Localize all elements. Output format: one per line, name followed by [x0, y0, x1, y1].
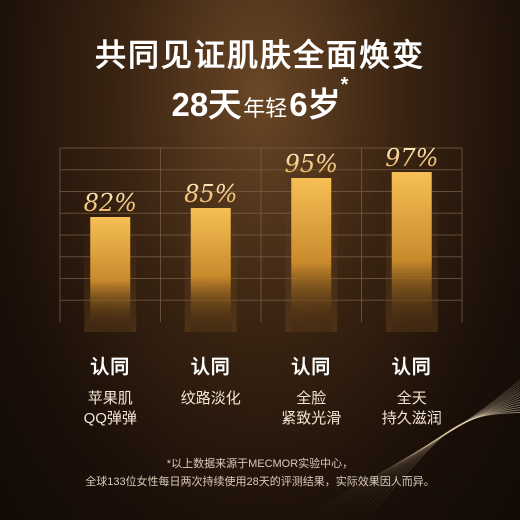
subheadline: 28天年轻6岁* [0, 74, 520, 126]
subheadline-days: 28天 [171, 86, 242, 123]
caption-desc-line2: QQ弹弹 [83, 410, 137, 427]
value-label-2: 85% [184, 180, 237, 208]
caption-desc: 全天 持久滋润 [357, 389, 467, 429]
headline: 共同见证肌肤全面焕变 [95, 38, 425, 73]
bar-4 [391, 172, 432, 332]
caption-head: 认同 [90, 357, 131, 378]
caption-head: 认同 [190, 357, 231, 378]
caption-head: 认同 [391, 357, 432, 378]
subheadline-asterisk: * [340, 74, 349, 96]
caption-desc: 纹路淡化 [156, 389, 266, 409]
caption-desc-line1: 全天 [396, 390, 427, 407]
caption-desc-line1: 苹果肌 [87, 390, 133, 407]
caption-desc: 苹果肌 QQ弹弹 [55, 389, 165, 429]
caption-4: 认同 全天 持久滋润 [357, 352, 467, 429]
caption-desc-line1: 全脸 [296, 390, 327, 407]
subheadline-age: 6岁 [289, 86, 341, 123]
bar-2 [190, 208, 231, 332]
chart-bars: 82% 85% 95% 97% [84, 144, 438, 332]
caption-desc-line1: 纹路淡化 [180, 390, 241, 407]
caption-desc: 全脸 紧致光滑 [256, 389, 366, 429]
caption-desc-line2: 持久滋润 [381, 410, 442, 427]
decorative-waves [299, 379, 520, 520]
footnote-line1: *以上数据来源于MECMOR实验中心， [166, 458, 354, 470]
caption-1: 认同苹果肌 QQ弹弹 [55, 352, 165, 429]
bar-3 [291, 178, 332, 332]
caption-3: 认同 全脸 紧致光滑 [256, 352, 366, 429]
caption-2: 认同 纹路淡化 [156, 352, 266, 409]
caption-desc-line2: 紧致光滑 [281, 410, 342, 427]
value-label-4: 97% [385, 144, 438, 172]
subheadline-young: 年轻 [243, 96, 288, 121]
bar-1 [90, 217, 131, 332]
wave-line [364, 412, 520, 520]
caption-head: 认同 [291, 357, 332, 378]
footnote-line2: 全球133位女性每日两次持续使用28天的评测结果，实际效果因人而异。 [85, 476, 435, 488]
value-label-3: 95% [285, 150, 338, 178]
value-label-1: 82% [84, 189, 137, 217]
